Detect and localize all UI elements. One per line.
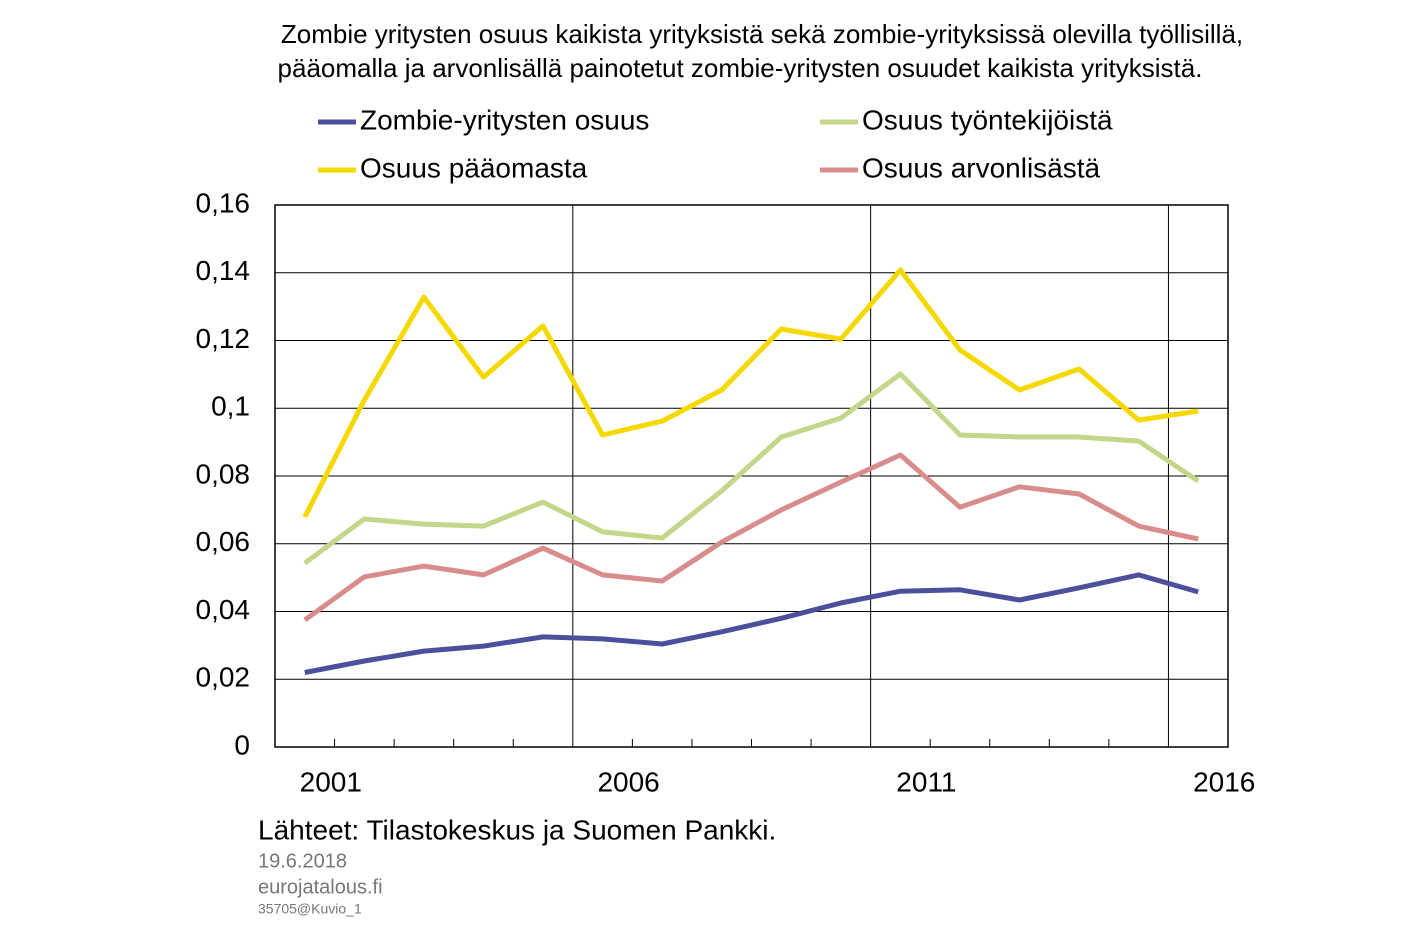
y-tick-label: 0,12 bbox=[196, 323, 251, 354]
chart-title: Zombie yritysten osuus kaikista yrityksi… bbox=[281, 19, 1243, 49]
x-tick-label: 2011 bbox=[896, 766, 956, 797]
note: 19.6.2018 bbox=[258, 850, 347, 872]
note: 35705@Kuvio_1 bbox=[258, 901, 362, 917]
y-tick-label: 0 bbox=[234, 729, 250, 760]
plot-frame bbox=[274, 204, 1229, 748]
series-line bbox=[304, 572, 1199, 675]
note: eurojatalous.fi bbox=[258, 876, 383, 898]
y-tick-label: 0,1 bbox=[211, 391, 250, 422]
series-line bbox=[303, 371, 1200, 566]
y-tick-label: 0,04 bbox=[196, 594, 251, 625]
series-line bbox=[303, 452, 1199, 623]
y-tick-label: 0,16 bbox=[196, 187, 251, 218]
note: Lähteet: Tilastokeskus ja Suomen Pankki. bbox=[258, 814, 776, 845]
legend-label: Osuus pääomasta bbox=[360, 152, 588, 183]
x-tick-label: 2006 bbox=[597, 766, 659, 797]
x-tick-label: 2016 bbox=[1193, 766, 1255, 797]
series-line bbox=[302, 267, 1199, 519]
legend-label: Zombie-yritysten osuus bbox=[360, 104, 649, 135]
y-tick-label: 0,06 bbox=[196, 526, 251, 557]
y-tick-label: 0,02 bbox=[196, 662, 251, 693]
legend-label: Osuus arvonlisästä bbox=[862, 152, 1101, 183]
x-tick-label: 2001 bbox=[300, 766, 362, 797]
legend-label: Osuus työntekijöistä bbox=[862, 104, 1113, 135]
chart-title: pääomalla ja arvonlisällä painotetut zom… bbox=[278, 53, 1203, 83]
y-tick-label: 0,14 bbox=[196, 255, 251, 286]
y-tick-label: 0,08 bbox=[196, 458, 251, 489]
